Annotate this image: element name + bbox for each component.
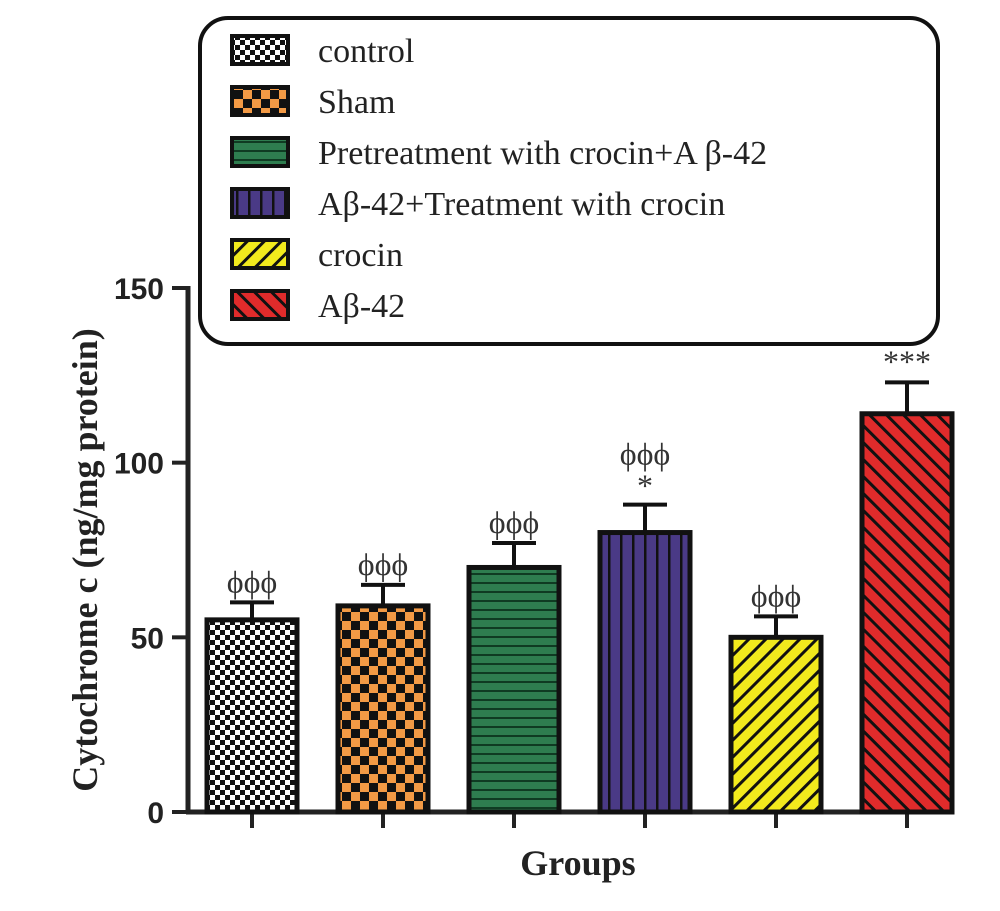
legend-label-1: control	[318, 33, 414, 70]
significance-annotation-6: ***	[883, 343, 931, 379]
legend-swatch-5	[230, 238, 290, 270]
legend-swatch-2	[230, 85, 290, 117]
significance-annotation-5: ϕϕϕ	[751, 577, 802, 613]
significance-annotation-4: ϕϕϕ *	[620, 436, 671, 504]
y-tick-label: 0	[147, 797, 164, 830]
bar-6	[859, 411, 955, 815]
bar-5	[728, 634, 824, 815]
legend-label-6: Aβ-42	[318, 288, 405, 325]
x-axis-ticks	[250, 812, 909, 828]
y-tick-label: 150	[114, 273, 164, 306]
legend-label-3: Pretreatment with crocin+A β-42	[318, 135, 767, 172]
significance-annotation-1: ϕϕϕ	[227, 563, 278, 599]
legend-box	[198, 16, 940, 346]
y-axis-ticks: 0 50 100 150	[114, 273, 188, 830]
significance-annotation-2: ϕϕϕ	[358, 546, 409, 582]
legend-swatch-3	[230, 136, 290, 168]
legend-swatch-1	[230, 34, 290, 66]
legend-swatch-6	[230, 289, 290, 321]
significance-annotation-3: ϕϕϕ	[489, 504, 540, 540]
error-bars	[230, 380, 929, 638]
x-axis-title: Groups	[520, 843, 635, 883]
bar-1	[204, 617, 300, 815]
bar-2	[335, 603, 431, 815]
significance-annotations: ϕϕϕ ϕϕϕ ϕϕϕ ϕϕϕ * ϕϕϕ ***	[227, 343, 931, 613]
bar-3	[466, 564, 562, 815]
legend-label-4: Aβ-42+Treatment with crocin	[318, 186, 725, 223]
legend-label-2: Sham	[318, 84, 395, 121]
y-axis-title: Cytochrome c (ng/mg protein)	[65, 328, 105, 792]
y-tick-label: 100	[114, 448, 164, 481]
y-tick-label: 50	[131, 622, 164, 655]
legend-label-5: crocin	[318, 237, 403, 274]
bars	[204, 411, 955, 815]
legend: control Sham Pretreatment with crocin+A β-…	[198, 16, 940, 346]
legend-swatch-4	[230, 187, 290, 219]
bar-4	[597, 530, 693, 815]
